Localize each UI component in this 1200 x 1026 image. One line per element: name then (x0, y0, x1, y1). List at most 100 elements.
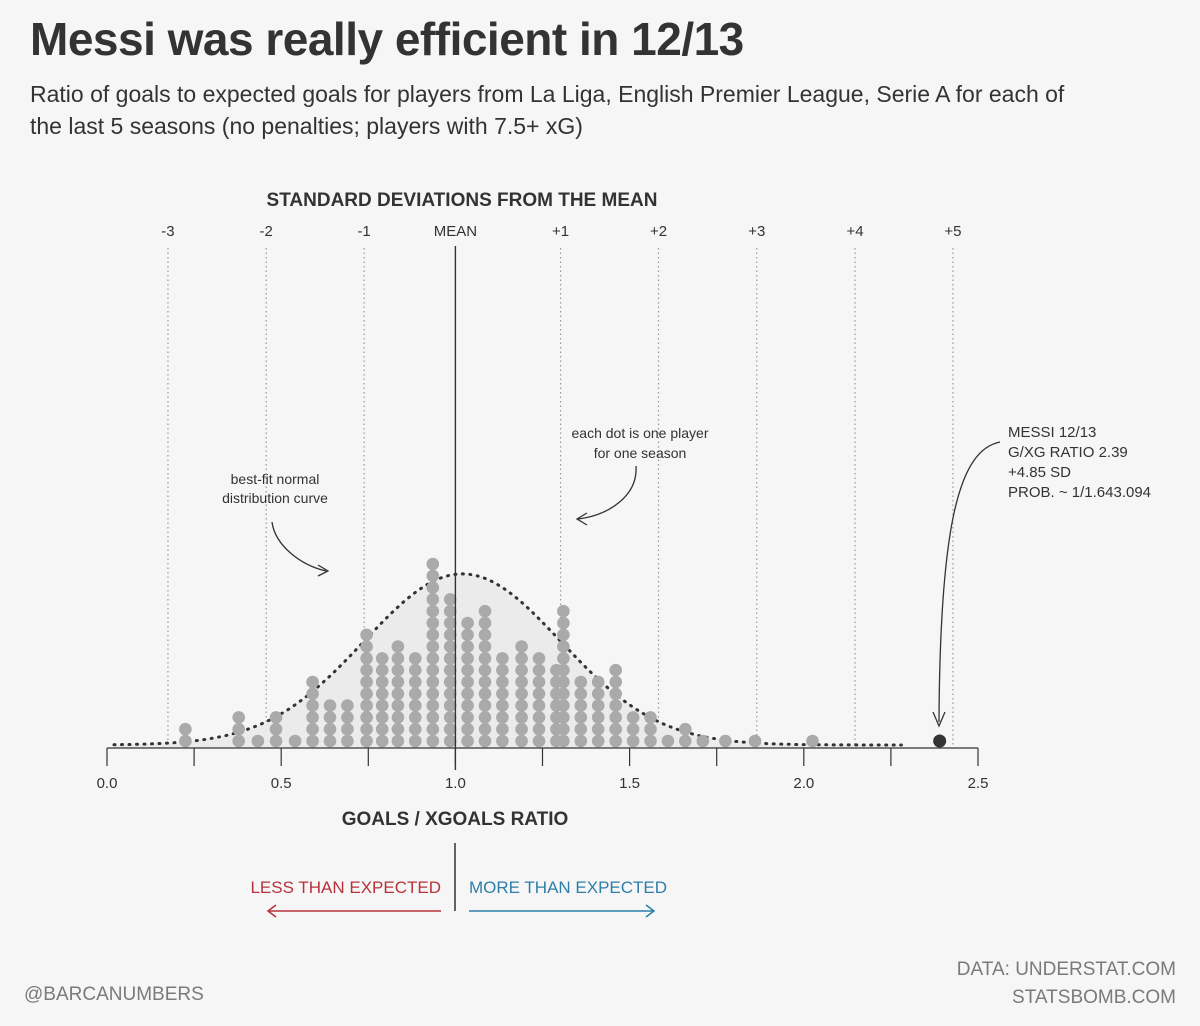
player-dot (478, 616, 492, 630)
player-dot (409, 687, 422, 701)
player-dot (609, 734, 622, 748)
x-tick-label: 0.0 (97, 775, 118, 792)
sd-label-5: +2 (650, 223, 667, 240)
player-dot (719, 734, 732, 748)
player-dot (426, 593, 440, 606)
player-dot (591, 687, 605, 701)
messi-annotation-arrowhead (932, 711, 946, 728)
player-dot (478, 652, 492, 665)
player-dot (557, 663, 570, 677)
player-dot (609, 722, 622, 736)
dot-annotation-arrow (577, 465, 637, 520)
player-dot (306, 687, 319, 701)
player-dot (306, 699, 319, 712)
player-dot (306, 675, 319, 689)
player-dot (557, 616, 570, 630)
player-dot (409, 711, 422, 724)
player-dot (496, 652, 509, 665)
data-source-line2: STATSBOMB.COM (1012, 987, 1176, 1008)
player-dot (461, 711, 474, 724)
player-dot (426, 616, 440, 630)
player-dot (461, 663, 474, 677)
player-dot (644, 711, 657, 724)
player-dot (341, 722, 354, 736)
player-dot (443, 711, 457, 724)
less-than-expected-label: LESS THAN EXPECTED (250, 878, 441, 897)
player-dot (557, 722, 570, 736)
dot-layer (179, 557, 947, 748)
player-dot (391, 640, 405, 653)
player-dot (341, 734, 354, 748)
player-dot (375, 652, 389, 665)
player-dot (443, 593, 457, 606)
data-source-line1: DATA: UNDERSTAT.COM (956, 959, 1176, 980)
player-dot (306, 722, 319, 736)
player-dot (443, 675, 457, 689)
x-axis: 0.0 0.5 1.0 1.5 2.0 2.5 (97, 246, 988, 792)
player-dot (609, 675, 622, 689)
player-dot (574, 734, 588, 748)
player-dot (426, 640, 440, 653)
player-dot (391, 711, 405, 724)
player-dot (496, 687, 509, 701)
player-dot (426, 604, 440, 618)
player-dot (557, 675, 570, 689)
player-dot (532, 734, 546, 748)
player-dot (323, 711, 337, 724)
player-dot (409, 734, 422, 748)
player-dot (591, 675, 605, 689)
player-dot (232, 722, 245, 736)
player-dot (496, 699, 509, 712)
x-tick-label: 1.5 (619, 775, 640, 792)
player-dot (375, 675, 389, 689)
player-dot (391, 734, 405, 748)
chart-subtitle: Ratio of goals to expected goals for pla… (30, 81, 1065, 139)
player-dot (443, 652, 457, 665)
player-dot (409, 699, 422, 712)
less-arrow-head (266, 904, 277, 918)
player-dot (532, 699, 546, 712)
player-dot (461, 722, 474, 736)
dot-annotation-line2: for one season (594, 445, 687, 461)
player-dot (426, 557, 440, 571)
player-dot (375, 722, 389, 736)
player-dot (532, 675, 546, 689)
player-dot (251, 734, 265, 748)
player-dot (409, 663, 422, 677)
player-dot (426, 663, 440, 677)
sd-label-7: +4 (846, 223, 863, 240)
player-dot (532, 711, 546, 724)
player-dot (443, 699, 457, 712)
sd-label-3: MEAN (434, 223, 477, 240)
player-dot (478, 675, 492, 689)
player-dot (323, 699, 337, 712)
player-dot (461, 675, 474, 689)
player-dot (557, 640, 570, 653)
player-dot (360, 640, 373, 653)
player-dot (409, 675, 422, 689)
player-dot (532, 687, 546, 701)
player-dot (661, 734, 675, 748)
sd-grid: -3 -2 -1 MEAN +1 +2 +3 +4 +5 (161, 223, 961, 748)
player-dot (461, 616, 474, 630)
author-handle: @BARCANUMBERS (24, 984, 204, 1005)
player-dot (496, 675, 509, 689)
player-dot (341, 711, 354, 724)
player-dot (557, 734, 570, 748)
player-dot (496, 711, 509, 724)
curve-annotation-arrowhead (317, 564, 330, 577)
messi-dot (933, 734, 947, 748)
player-dot (557, 699, 570, 712)
player-dot (626, 722, 640, 736)
player-dot (391, 675, 405, 689)
player-dot (426, 722, 440, 736)
messi-annotation-line4: PROB. ~ 1/1.643.094 (1008, 484, 1151, 501)
player-dot (679, 734, 692, 748)
player-dot (391, 722, 405, 736)
sd-label-8: +5 (944, 223, 961, 240)
x-tick-label: 1.0 (445, 775, 466, 792)
player-dot (461, 734, 474, 748)
player-dot (591, 699, 605, 712)
more-arrow-head (645, 904, 656, 918)
sd-label-6: +3 (748, 223, 765, 240)
